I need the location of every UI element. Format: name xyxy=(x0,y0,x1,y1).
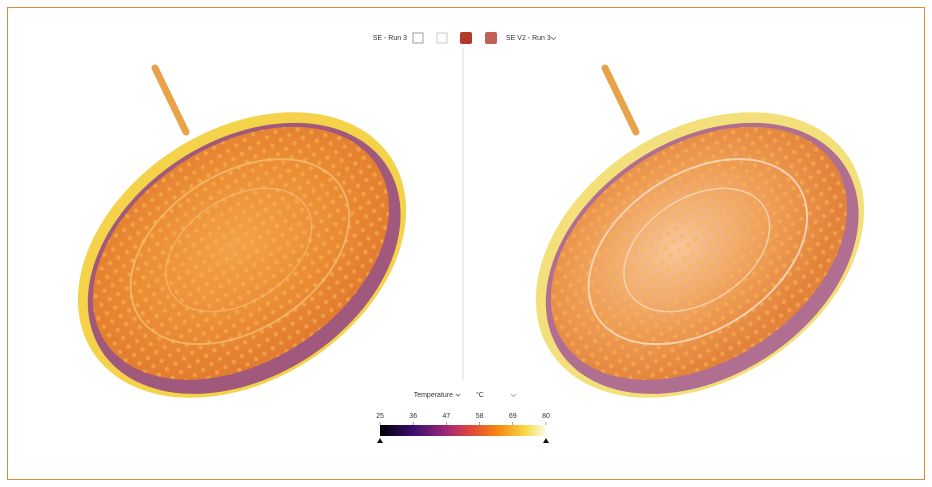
colorbar xyxy=(380,425,546,436)
colorbar-tick-label: 36 xyxy=(409,413,417,420)
colorbar-tick-label: 80 xyxy=(542,413,550,420)
view-icon-active[interactable] xyxy=(460,32,472,44)
colorbar-tick-label: 69 xyxy=(509,413,517,420)
colorbar-tick-label: 47 xyxy=(443,413,451,420)
colorbar-tick-label: 58 xyxy=(476,413,484,420)
right-run-label[interactable]: SE V2 - Run 3 xyxy=(506,35,551,42)
view-icon[interactable] xyxy=(485,32,497,44)
field-select[interactable]: Temperature xyxy=(414,392,453,399)
left-run-label[interactable]: SE - Run 3 xyxy=(373,35,407,42)
unit-select[interactable]: °C xyxy=(476,391,484,399)
colorbar-tick-label: 25 xyxy=(376,413,384,420)
screen: SE - Run 3 SE V2 - Run 3 Temperature °C … xyxy=(0,0,932,487)
